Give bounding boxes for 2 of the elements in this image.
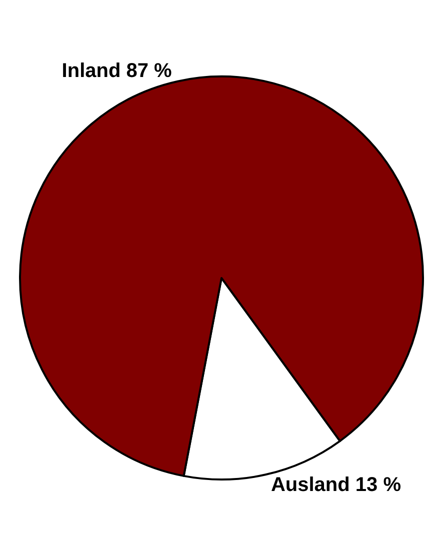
slice-label: Inland 87 % bbox=[62, 60, 172, 82]
slice-label: Ausland 13 % bbox=[270, 474, 402, 496]
